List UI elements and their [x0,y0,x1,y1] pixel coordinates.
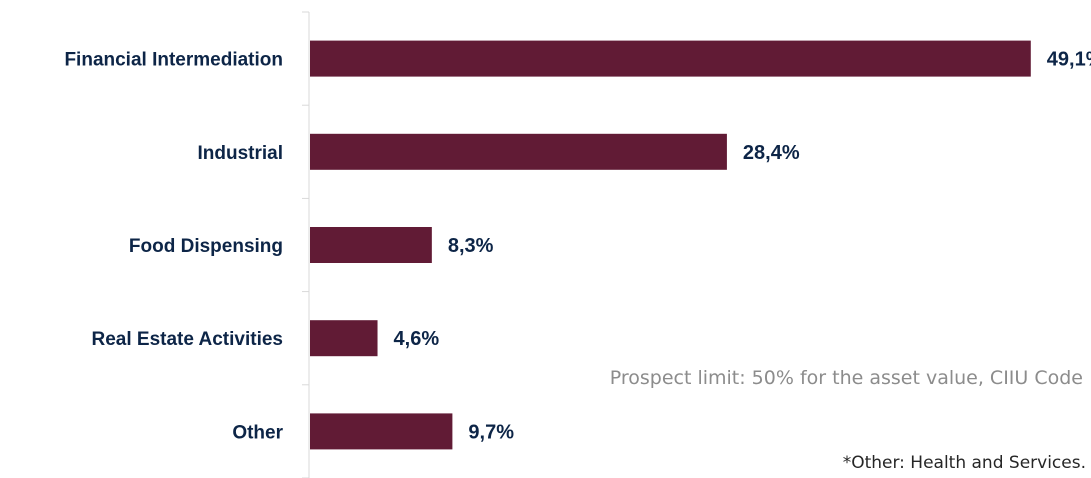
bar-1 [310,133,727,170]
value-label-1: 28,4% [743,142,800,164]
category-label-1: Industrial [197,143,283,164]
bar-4 [310,413,453,450]
prospect-limit-note: Prospect limit: 50% for the asset value,… [609,367,1083,389]
value-label-3: 4,6% [394,328,440,350]
value-label-4: 9,7% [468,421,514,443]
bar-3 [310,320,378,357]
value-label-0: 49,1% [1047,49,1091,71]
category-label-4: Other [232,422,283,443]
category-label-3: Real Estate Activities [92,329,284,350]
other-footnote: *Other: Health and Services. [842,453,1086,473]
category-label-2: Food Dispensing [129,236,283,257]
value-label-2: 8,3% [448,235,494,257]
category-label-0: Financial Intermediation [64,50,283,71]
bar-2 [310,227,432,263]
bar-0 [310,40,1031,77]
